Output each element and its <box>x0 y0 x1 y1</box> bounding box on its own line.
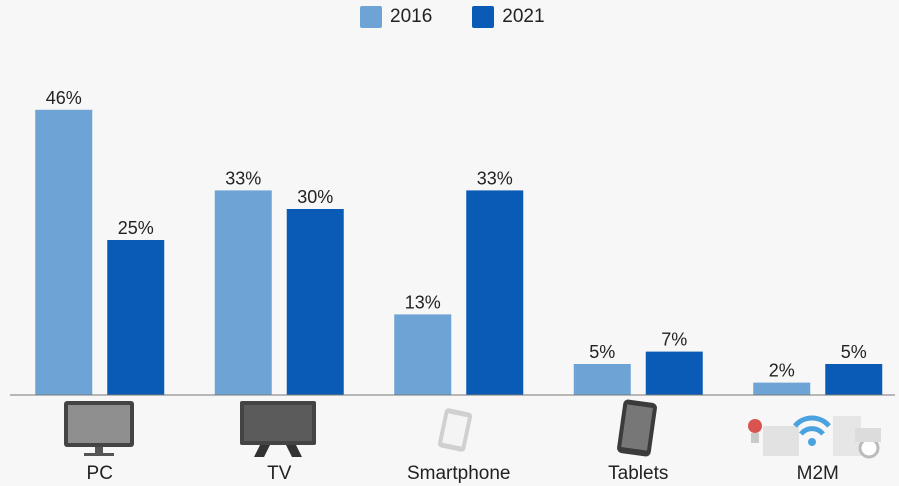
monitor-icon <box>64 401 134 456</box>
value-labels-group: 46% 25% 33% 30% 13% 33% 5% 7% 2% 5% <box>46 88 867 381</box>
value-label-tablets-2021: 7% <box>661 330 687 350</box>
bar-tv-2021 <box>286 209 344 395</box>
value-label-tv-2016: 33% <box>225 168 261 188</box>
value-label-pc-2021: 25% <box>118 218 154 238</box>
bar-m2m-2016 <box>753 382 811 395</box>
bar-tablets-2016 <box>573 364 631 395</box>
bar-pc-2016 <box>35 109 93 396</box>
bar-smartphone-2016 <box>394 314 452 395</box>
category-labels-group: PC TV Smartphone Tablets M2M <box>87 463 839 484</box>
bar-pc-2021 <box>107 240 165 395</box>
television-icon <box>240 401 316 457</box>
bar-tablets-2021 <box>645 351 703 395</box>
bar-tv-2016 <box>214 190 272 395</box>
value-label-m2m-2021: 5% <box>841 342 867 362</box>
legend-swatch-2016 <box>360 6 382 28</box>
category-label-smartphone: Smartphone <box>407 463 511 484</box>
value-label-tablets-2016: 5% <box>589 342 615 362</box>
value-label-pc-2016: 46% <box>46 88 82 108</box>
category-label-tablets: Tablets <box>608 463 668 484</box>
value-label-smartphone-2016: 13% <box>405 292 441 312</box>
smartphone-icon <box>437 408 473 452</box>
legend-item-2021: 2021 <box>472 6 545 28</box>
bars-group <box>35 109 883 396</box>
category-label-tv: TV <box>267 463 292 484</box>
m2m-devices-icon <box>748 415 881 459</box>
category-label-pc: PC <box>87 463 113 484</box>
legend-label-2021: 2021 <box>502 6 545 27</box>
category-label-m2m: M2M <box>797 463 839 484</box>
tablet-icon <box>617 399 657 457</box>
value-label-smartphone-2021: 33% <box>477 168 513 188</box>
bar-smartphone-2021 <box>466 190 524 395</box>
bar-m2m-2021 <box>825 364 883 395</box>
legend-item-2016: 2016 <box>360 6 432 28</box>
legend: 2016 2021 <box>360 6 545 28</box>
value-label-m2m-2016: 2% <box>769 361 795 381</box>
legend-swatch-2021 <box>472 6 495 28</box>
value-label-tv-2021: 30% <box>297 187 333 207</box>
legend-label-2016: 2016 <box>390 6 433 27</box>
